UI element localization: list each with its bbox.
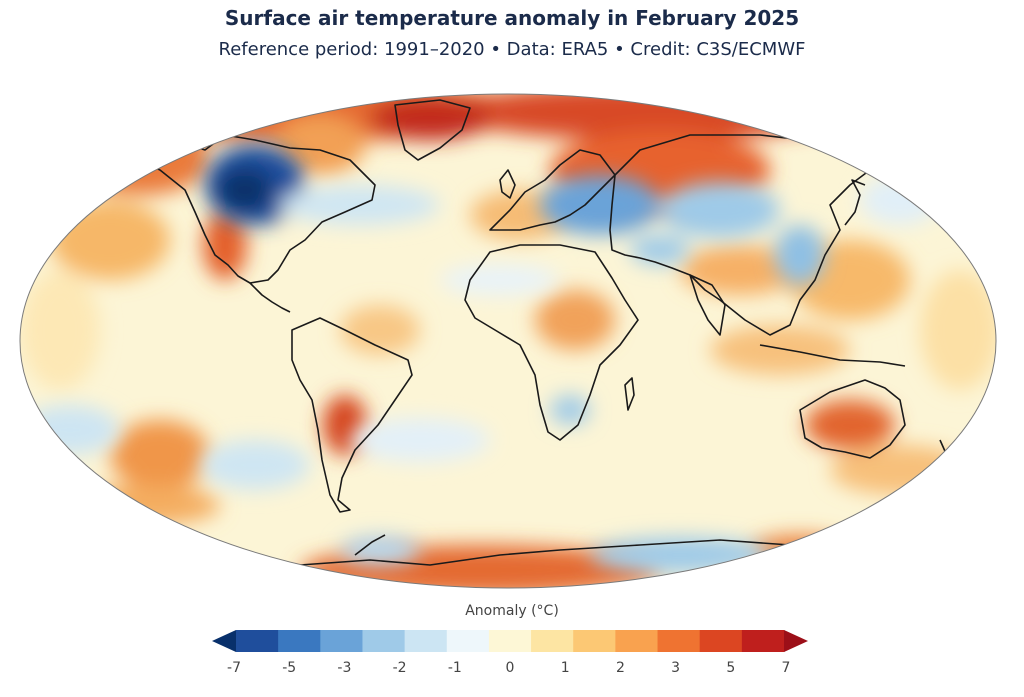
colorbar-bin bbox=[362, 630, 406, 652]
colorbar-bin bbox=[320, 630, 363, 652]
colorbar-tick-label: 7 bbox=[782, 660, 791, 676]
colorbar-bin bbox=[657, 630, 701, 652]
coast-india bbox=[689, 274, 726, 336]
coast-north-america bbox=[139, 134, 376, 284]
map-subtitle: Reference period: 1991–2020 • Data: ERA5… bbox=[218, 39, 806, 60]
colorbar-bin bbox=[488, 630, 532, 652]
colorbar-bin bbox=[531, 630, 574, 652]
colorbar-tick-label: -2 bbox=[393, 660, 407, 676]
colorbar-bins bbox=[212, 630, 808, 652]
coast-greenland bbox=[394, 99, 471, 161]
colorbar-tick-label: 1 bbox=[561, 660, 570, 676]
coast-madagascar bbox=[624, 377, 635, 411]
colorbar-bin bbox=[236, 630, 279, 652]
colorbar-bin bbox=[278, 630, 321, 652]
colorbar-arrow-low bbox=[212, 630, 236, 652]
globe-outline bbox=[19, 93, 997, 589]
coast-japan bbox=[844, 179, 866, 226]
colorbar-tick-label: -7 bbox=[227, 660, 241, 676]
legend-title: Anomaly (°C) bbox=[465, 603, 559, 619]
map-globe bbox=[20, 94, 996, 588]
colorbar-tick-label: -3 bbox=[337, 660, 351, 676]
colorbar-arrow-high bbox=[784, 630, 808, 652]
colorbar-tick-label: -5 bbox=[282, 660, 296, 676]
colorbar-bin bbox=[404, 630, 448, 652]
colorbar-tick-label: -1 bbox=[448, 660, 462, 676]
colorbar-ticks: -7 -5 -3 -2 -1 0 1 2 3 5 7 bbox=[227, 660, 790, 676]
coast-indonesia bbox=[759, 344, 906, 367]
map-title: Surface air temperature anomaly in Febru… bbox=[224, 6, 800, 30]
colorbar-bin bbox=[615, 630, 659, 652]
colorbar-tick-label: 5 bbox=[726, 660, 735, 676]
colorbar-bin bbox=[741, 630, 785, 652]
colorbar-tick-label: 3 bbox=[671, 660, 680, 676]
coast-africa bbox=[464, 244, 639, 441]
coast-antarctic-peninsula bbox=[354, 534, 386, 556]
colorbar-tick-label: 0 bbox=[506, 660, 515, 676]
coast-central-america bbox=[249, 282, 291, 313]
colorbar-bin bbox=[699, 630, 743, 652]
coast-uk bbox=[499, 169, 516, 199]
colorbar-bin bbox=[446, 630, 490, 652]
colorbar-tick-label: 2 bbox=[616, 660, 625, 676]
coast-australia bbox=[799, 379, 906, 459]
colorbar-bin bbox=[573, 630, 616, 652]
coast-south-america bbox=[291, 317, 413, 513]
